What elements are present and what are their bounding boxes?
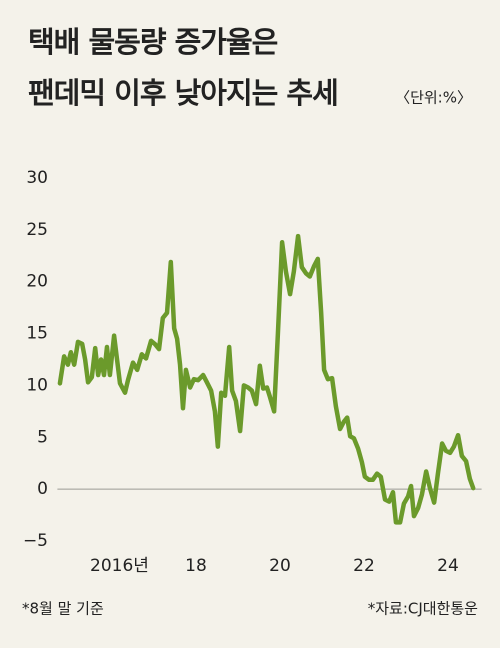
data-line — [57, 233, 476, 525]
x-tick-label: 22 — [353, 556, 375, 576]
chart-title: 택배 물동량 증가율은 — [28, 25, 278, 59]
x-tick-label: 20 — [269, 556, 291, 576]
y-tick-label: 25 — [26, 220, 48, 240]
footnote: *8월 말 기준 — [22, 600, 104, 618]
x-tick-label: 18 — [185, 556, 207, 576]
x-tick-label: 24 — [437, 556, 459, 576]
y-tick-label: 10 — [26, 375, 48, 395]
y-tick-label: 20 — [26, 272, 48, 292]
unit-label: 〈단위:%〉 — [395, 89, 472, 107]
y-tick-label: 15 — [26, 324, 48, 344]
y-tick-label: 0 — [37, 479, 48, 499]
source: *자료:CJ대한통운 — [368, 600, 478, 618]
chart-title: 팬데믹 이후 낮아지는 추세 — [28, 76, 338, 110]
x-tick-label: 2016년 — [90, 556, 149, 576]
y-tick-label: −5 — [23, 531, 48, 551]
y-tick-label: 5 — [37, 427, 48, 447]
y-tick-label: 30 — [26, 168, 48, 188]
